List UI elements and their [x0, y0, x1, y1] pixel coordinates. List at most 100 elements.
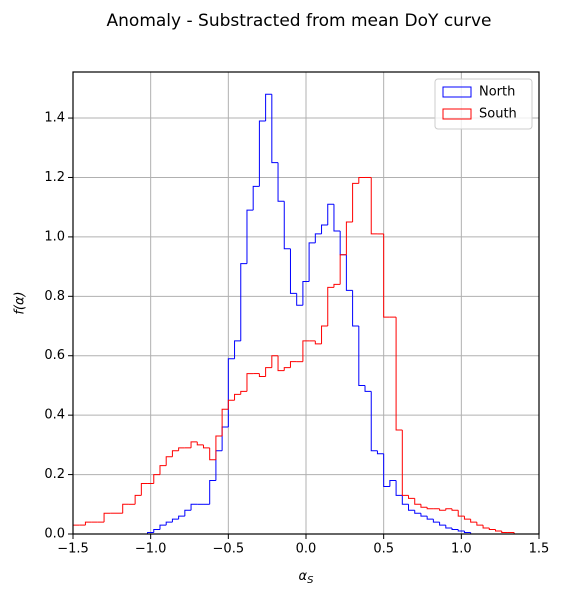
- histogram-step: [308, 242, 316, 282]
- y-tick-label: 0.8: [44, 289, 65, 304]
- histogram-step: [463, 516, 471, 520]
- y-axis-label: f(α): [13, 291, 28, 314]
- histogram-step: [333, 204, 341, 232]
- x-axis-label: αS: [299, 569, 315, 587]
- histogram-step: [457, 529, 465, 532]
- histogram-step: [215, 450, 223, 481]
- x-tick-label: −1.5: [57, 542, 89, 557]
- histogram-step: [445, 525, 453, 529]
- histogram-step: [432, 519, 440, 523]
- histogram-step: [190, 503, 198, 511]
- histogram-step: [439, 508, 446, 511]
- histogram-step: [364, 385, 372, 392]
- histogram-step: [333, 283, 341, 288]
- histogram-step: [140, 482, 148, 496]
- y-tick-label: 1.2: [44, 170, 65, 185]
- histogram-step: [240, 263, 247, 341]
- histogram-step: [389, 480, 397, 487]
- y-tick-label: 0.0: [44, 527, 65, 542]
- histogram-step: [153, 474, 160, 484]
- x-tick-label: 1.0: [451, 542, 472, 557]
- x-tick-label: 0.0: [296, 542, 317, 557]
- chart-title: Anomaly - Substracted from mean DoY curv…: [107, 11, 492, 31]
- histogram-step: [190, 441, 198, 448]
- x-tick-label: 1.5: [529, 542, 550, 557]
- histogram-step: [451, 508, 459, 511]
- histogram-step: [171, 450, 179, 457]
- histogram-step: [383, 233, 390, 318]
- histogram-step: [134, 494, 142, 505]
- histogram-step: [221, 408, 229, 436]
- histogram-step: [302, 280, 310, 306]
- x-tick-label: −1.0: [135, 542, 167, 557]
- histogram-step: [84, 521, 92, 526]
- y-tick-label: 1.0: [44, 229, 65, 244]
- histogram-step: [352, 182, 359, 223]
- histogram-step: [476, 522, 484, 526]
- histogram-step: [271, 355, 279, 368]
- histogram-step: [408, 495, 415, 499]
- histogram-step: [339, 230, 347, 256]
- legend-label: North: [479, 85, 515, 100]
- histogram-step: [283, 201, 291, 250]
- histogram-step: [246, 209, 254, 264]
- histogram-step: [227, 358, 235, 428]
- histogram-step: [327, 203, 334, 226]
- histogram-step: [345, 221, 353, 255]
- histogram-step: [240, 390, 247, 395]
- histogram-step: [314, 233, 322, 243]
- histogram-step: [321, 224, 328, 234]
- histogram-step: [451, 528, 459, 531]
- histogram-step: [215, 435, 223, 460]
- histogram-step: [165, 521, 173, 526]
- histogram-step: [246, 373, 254, 392]
- histogram-step: [414, 510, 421, 514]
- histogram-step: [258, 120, 266, 187]
- histogram-step: [383, 453, 390, 487]
- histogram-step: [426, 507, 434, 510]
- histogram-step: [439, 522, 446, 526]
- histogram-step: [103, 512, 111, 523]
- histogram-step: [209, 480, 216, 505]
- histogram-step: [234, 393, 241, 401]
- histogram-step: [159, 524, 167, 530]
- histogram-step: [202, 444, 210, 449]
- histogram-step: [401, 430, 409, 496]
- histogram-step: [252, 185, 260, 211]
- histogram-step: [221, 426, 229, 451]
- histogram-step: [482, 525, 490, 529]
- histogram-step: [277, 162, 285, 202]
- histogram-step: [184, 509, 192, 517]
- histogram-step: [153, 529, 160, 533]
- histogram-step: [72, 524, 80, 534]
- histogram-step: [395, 317, 403, 431]
- y-tick-label: 0.4: [44, 408, 65, 423]
- histogram-step: [277, 355, 285, 372]
- histogram-step: [296, 293, 303, 306]
- histogram-step: [227, 399, 235, 410]
- histogram-step: [370, 177, 378, 235]
- x-tick-label: 0.5: [373, 542, 394, 557]
- x-axis-label-main: α: [299, 569, 308, 584]
- histogram-step: [165, 456, 173, 466]
- histogram-step: [457, 510, 465, 517]
- histogram-step: [345, 254, 353, 291]
- histogram-step: [122, 503, 129, 514]
- histogram-step: [401, 495, 409, 505]
- histogram-step: [271, 94, 279, 164]
- histogram-step: [420, 513, 428, 517]
- plot-frame: [72, 71, 540, 535]
- histogram-step: [358, 176, 366, 184]
- histogram-step: [414, 498, 421, 505]
- histogram-step: [426, 516, 434, 520]
- histogram-step: [196, 441, 204, 446]
- histogram-step: [178, 515, 185, 520]
- x-tick-label: −0.5: [213, 542, 245, 557]
- histogram-step: [289, 248, 297, 294]
- histogram-step: [352, 290, 359, 327]
- histogram-step: [171, 518, 179, 523]
- histogram-step: [395, 480, 403, 496]
- histogram-step: [258, 373, 266, 378]
- histogram-step: [376, 450, 384, 455]
